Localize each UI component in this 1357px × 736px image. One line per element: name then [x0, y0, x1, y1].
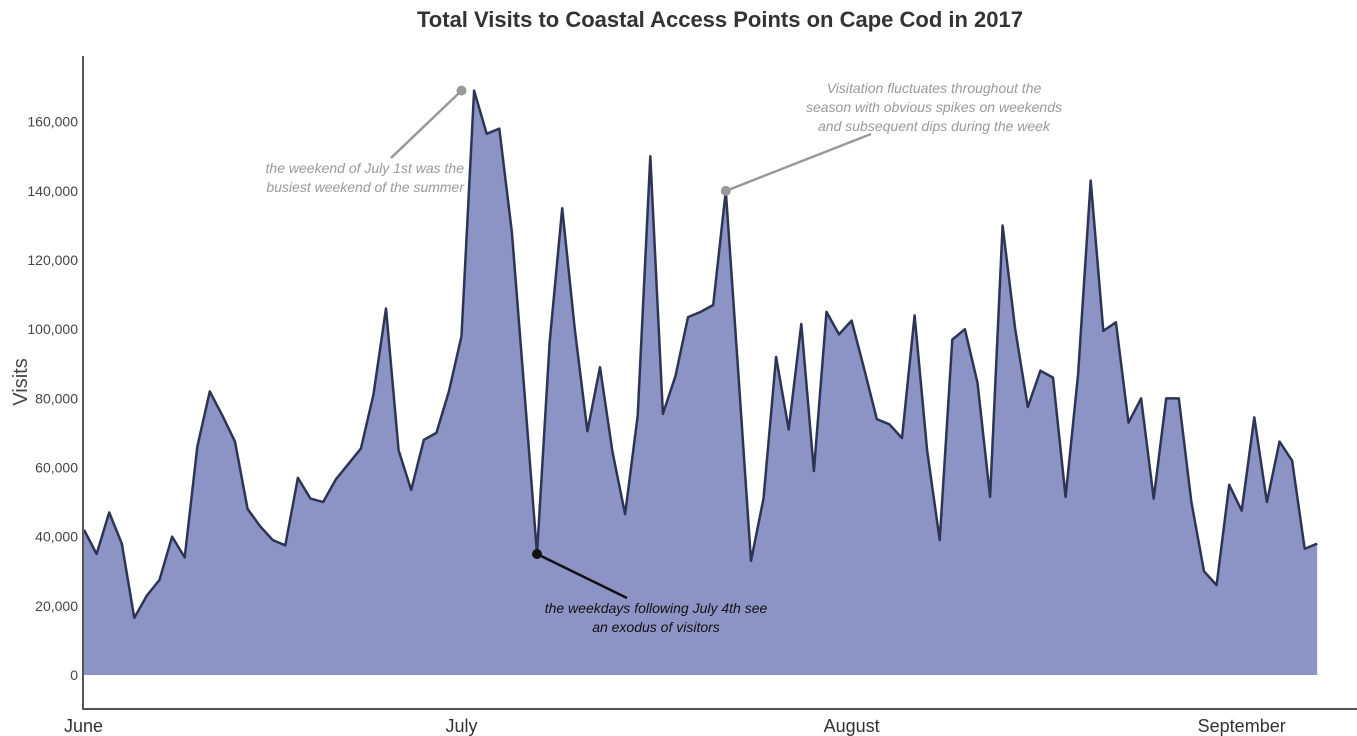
x-tick-label: July — [445, 716, 477, 736]
y-tick-label: 160,000 — [27, 114, 78, 130]
annotation-fluctuation-marker — [720, 185, 731, 196]
chart-title: Total Visits to Coastal Access Points on… — [417, 7, 1023, 32]
series-line — [82, 89, 1318, 620]
x-tick-label: September — [1198, 716, 1286, 736]
area-layer — [82, 89, 1318, 676]
x-tick-label: June — [64, 716, 103, 736]
annotation-july1-line1: the weekend of July 1st was the — [266, 160, 465, 176]
annotation-exodus-line2: an exodus of visitors — [592, 619, 720, 635]
annotation-fluctuation-line1: Visitation fluctuates throughout the — [827, 80, 1042, 96]
y-tick-label: 0 — [70, 667, 78, 683]
annotation-layer: the weekend of July 1st was the busiest … — [266, 80, 1062, 635]
annotation-exodus-marker — [532, 549, 542, 559]
y-tick-label: 120,000 — [27, 252, 78, 268]
y-tick-label: 100,000 — [27, 321, 78, 337]
annotation-fluctuation-pointer — [725, 132, 872, 193]
y-tick-label: 20,000 — [35, 598, 78, 614]
annotation-july1-pointer — [390, 89, 463, 159]
annotation-fluctuation-line3: and subsequent dips during the week — [818, 118, 1051, 134]
annotation-exodus-line1: the weekdays following July 4th see — [545, 600, 768, 616]
y-axis-title: Visits — [10, 358, 32, 405]
y-tick-label: 60,000 — [35, 460, 78, 476]
y-tick-label: 140,000 — [27, 183, 78, 199]
series-area-fill — [84, 90, 1318, 676]
annotation-july1-marker — [456, 85, 467, 96]
x-tick-label: August — [824, 716, 880, 736]
y-tick-label: 40,000 — [35, 529, 78, 545]
x-axis-ticks: June July August September — [64, 716, 1286, 736]
annotation-july1-line2: busiest weekend of the summer — [266, 179, 465, 195]
y-tick-label: 80,000 — [35, 390, 78, 406]
annotation-exodus-pointer — [536, 552, 628, 600]
annotation-fluctuation-line2: season with obvious spikes on weekends — [806, 99, 1062, 115]
y-axis-ticks: 0 20,000 40,000 60,000 80,000 100,000 120,000 1… — [27, 114, 78, 683]
